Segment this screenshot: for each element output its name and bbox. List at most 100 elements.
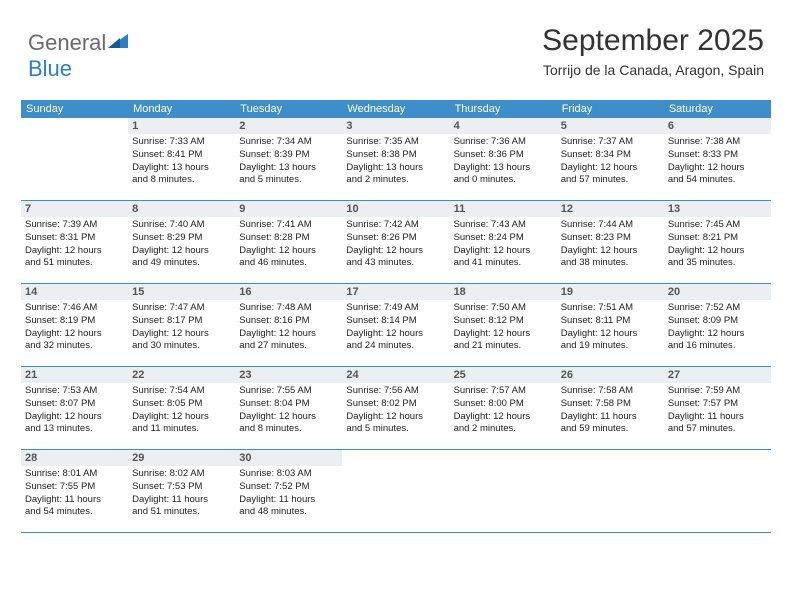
day-daylight-2: and 54 minutes.: [25, 506, 124, 519]
day-daylight-2: and 38 minutes.: [561, 257, 660, 270]
day-info: Sunrise: 7:34 AMSunset: 8:39 PMDaylight:…: [239, 136, 338, 187]
day-info: Sunrise: 7:54 AMSunset: 8:05 PMDaylight:…: [132, 385, 231, 436]
day-sunrise: Sunrise: 7:35 AM: [346, 136, 445, 149]
day-daylight-1: Daylight: 12 hours: [454, 328, 553, 341]
calendar-day: 22 Sunrise: 7:54 AMSunset: 8:05 PMDayligh…: [128, 367, 235, 449]
day-sunset: Sunset: 7:52 PM: [239, 481, 338, 494]
day-daylight-2: and 43 minutes.: [346, 257, 445, 270]
day-number: 8: [128, 201, 235, 217]
day-sunrise: Sunrise: 7:57 AM: [454, 385, 553, 398]
day-sunset: Sunset: 8:36 PM: [454, 149, 553, 162]
day-daylight-2: and 54 minutes.: [668, 174, 767, 187]
day-info: Sunrise: 7:52 AMSunset: 8:09 PMDaylight:…: [668, 302, 767, 353]
weekday-thursday: Thursday: [450, 103, 557, 115]
day-daylight-1: Daylight: 11 hours: [239, 494, 338, 507]
calendar-week: 28Sunrise: 8:01 AMSunset: 7:55 PMDayligh…: [21, 450, 771, 533]
day-daylight-1: Daylight: 12 hours: [239, 411, 338, 424]
day-daylight-1: Daylight: 13 hours: [132, 162, 231, 175]
day-sunset: Sunset: 8:24 PM: [454, 232, 553, 245]
day-sunset: Sunset: 8:16 PM: [239, 315, 338, 328]
day-sunrise: Sunrise: 7:41 AM: [239, 219, 338, 232]
day-info: Sunrise: 7:33 AMSunset: 8:41 PMDaylight:…: [132, 136, 231, 187]
calendar-day: 29 Sunrise: 8:02 AMSunset: 7:53 PMDayligh…: [128, 450, 235, 532]
day-sunset: Sunset: 8:12 PM: [454, 315, 553, 328]
day-info: Sunrise: 8:03 AMSunset: 7:52 PMDaylight:…: [239, 468, 338, 519]
calendar-day: 11Sunrise: 7:43 AMSunset: 8:24 PMDayligh…: [450, 201, 557, 283]
day-daylight-1: Daylight: 12 hours: [132, 411, 231, 424]
day-daylight-2: and 16 minutes.: [668, 340, 767, 353]
day-sunset: Sunset: 8:31 PM: [25, 232, 124, 245]
day-daylight-2: and 57 minutes.: [561, 174, 660, 187]
day-info: Sunrise: 7:44 AMSunset: 8:23 PMDaylight:…: [561, 219, 660, 270]
calendar-day: 13 Sunrise: 7:45 AMSunset: 8:21 PMDayligh…: [664, 201, 771, 283]
day-info: Sunrise: 7:50 AMSunset: 8:12 PMDaylight:…: [454, 302, 553, 353]
weekday-sunday: Sunday: [21, 103, 128, 115]
day-sunrise: Sunrise: 7:56 AM: [346, 385, 445, 398]
day-number: 22: [128, 367, 235, 383]
day-sunrise: Sunrise: 7:34 AM: [239, 136, 338, 149]
brand-logo: General Blue: [28, 28, 128, 82]
day-number: 17: [342, 284, 449, 300]
day-number: 5: [557, 118, 664, 134]
calendar-day: 6Sunrise: 7:38 AMSunset: 8:33 PMDaylight…: [664, 118, 771, 200]
day-daylight-1: Daylight: 12 hours: [454, 411, 553, 424]
calendar-day: 28Sunrise: 8:01 AMSunset: 7:55 PMDayligh…: [21, 450, 128, 532]
day-sunset: Sunset: 8:39 PM: [239, 149, 338, 162]
day-info: Sunrise: 7:45 AMSunset: 8:21 PMDaylight:…: [668, 219, 767, 270]
day-sunset: Sunset: 8:41 PM: [132, 149, 231, 162]
day-number: 6: [664, 118, 771, 134]
day-daylight-2: and 41 minutes.: [454, 257, 553, 270]
day-sunset: Sunset: 8:11 PM: [561, 315, 660, 328]
calendar-week: 7Sunrise: 7:39 AMSunset: 8:31 PMDaylight…: [21, 201, 771, 284]
calendar-day: [342, 450, 449, 532]
day-daylight-1: Daylight: 11 hours: [25, 494, 124, 507]
brand-name-blue: Blue: [28, 56, 72, 81]
day-daylight-2: and 51 minutes.: [132, 506, 231, 519]
day-info: Sunrise: 7:35 AMSunset: 8:38 PMDaylight:…: [346, 136, 445, 187]
day-daylight-1: Daylight: 11 hours: [561, 411, 660, 424]
calendar-day: [450, 450, 557, 532]
calendar-week: 1Sunrise: 7:33 AMSunset: 8:41 PMDaylight…: [21, 118, 771, 201]
day-number: 29: [128, 450, 235, 466]
day-daylight-1: Daylight: 12 hours: [346, 328, 445, 341]
day-sunset: Sunset: 7:55 PM: [25, 481, 124, 494]
day-daylight-1: Daylight: 12 hours: [561, 328, 660, 341]
day-sunrise: Sunrise: 7:48 AM: [239, 302, 338, 315]
calendar-day: 27Sunrise: 7:59 AMSunset: 7:57 PMDayligh…: [664, 367, 771, 449]
day-sunrise: Sunrise: 7:42 AM: [346, 219, 445, 232]
calendar-day: 21Sunrise: 7:53 AMSunset: 8:07 PMDayligh…: [21, 367, 128, 449]
day-sunrise: Sunrise: 7:43 AM: [454, 219, 553, 232]
weeks-container: 1Sunrise: 7:33 AMSunset: 8:41 PMDaylight…: [21, 118, 771, 533]
day-sunset: Sunset: 8:14 PM: [346, 315, 445, 328]
day-sunset: Sunset: 8:38 PM: [346, 149, 445, 162]
calendar-day: 5Sunrise: 7:37 AMSunset: 8:34 PMDaylight…: [557, 118, 664, 200]
weekday-friday: Friday: [557, 103, 664, 115]
day-number: 13: [664, 201, 771, 217]
day-number: 16: [235, 284, 342, 300]
day-sunrise: Sunrise: 7:59 AM: [668, 385, 767, 398]
calendar-day: 23Sunrise: 7:55 AMSunset: 8:04 PMDayligh…: [235, 367, 342, 449]
day-number: 14: [21, 284, 128, 300]
day-sunrise: Sunrise: 7:40 AM: [132, 219, 231, 232]
day-sunset: Sunset: 8:28 PM: [239, 232, 338, 245]
calendar-day: 24Sunrise: 7:56 AMSunset: 8:02 PMDayligh…: [342, 367, 449, 449]
calendar-day: 30Sunrise: 8:03 AMSunset: 7:52 PMDayligh…: [235, 450, 342, 532]
day-number: 7: [21, 201, 128, 217]
day-info: Sunrise: 8:02 AMSunset: 7:53 PMDaylight:…: [132, 468, 231, 519]
day-sunset: Sunset: 8:17 PM: [132, 315, 231, 328]
day-sunrise: Sunrise: 7:36 AM: [454, 136, 553, 149]
day-sunset: Sunset: 7:53 PM: [132, 481, 231, 494]
day-daylight-2: and 24 minutes.: [346, 340, 445, 353]
calendar-day: 9Sunrise: 7:41 AMSunset: 8:28 PMDaylight…: [235, 201, 342, 283]
day-sunrise: Sunrise: 8:02 AM: [132, 468, 231, 481]
day-sunset: Sunset: 8:33 PM: [668, 149, 767, 162]
day-info: Sunrise: 7:42 AMSunset: 8:26 PMDaylight:…: [346, 219, 445, 270]
day-sunrise: Sunrise: 7:51 AM: [561, 302, 660, 315]
day-daylight-2: and 8 minutes.: [132, 174, 231, 187]
day-sunrise: Sunrise: 7:47 AM: [132, 302, 231, 315]
day-sunset: Sunset: 8:29 PM: [132, 232, 231, 245]
day-number: 10: [342, 201, 449, 217]
day-number: 23: [235, 367, 342, 383]
day-number: 3: [342, 118, 449, 134]
day-number: 18: [450, 284, 557, 300]
